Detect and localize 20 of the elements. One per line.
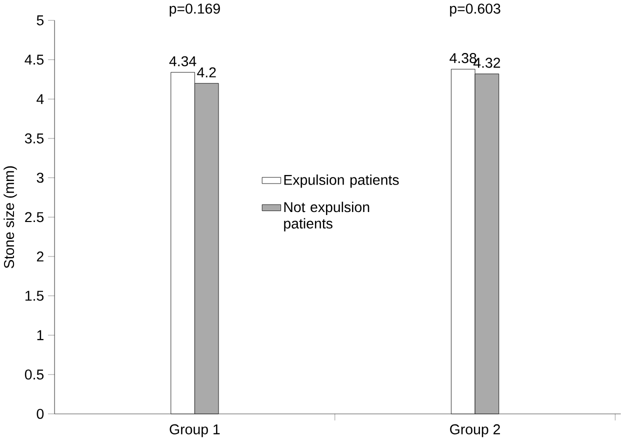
y-tick-label: 3.5 — [24, 133, 44, 144]
y-tick-label: 1.5 — [25, 290, 44, 301]
y-axis-title: Stone size (mm) — [4, 166, 17, 268]
text: p=0.603 — [450, 4, 500, 17]
legend-label: Expulsion patients — [284, 174, 399, 188]
y-tick-label: 5 — [36, 16, 44, 26]
y-tick-label: 4 — [36, 94, 44, 104]
x-tick-label: Group 2 — [450, 424, 500, 438]
y-tick-label: 1 — [37, 330, 44, 340]
y-tick-label: 0 — [36, 408, 44, 419]
x-tick-label: Group 1 — [170, 424, 220, 438]
y-tick-label: 4.5 — [24, 54, 44, 65]
data-label: 4.2 — [197, 67, 216, 78]
data-label: 4.34 — [169, 56, 196, 66]
y-tick-label: 0.5 — [24, 370, 44, 380]
y-tick-label: 2 — [36, 252, 44, 262]
y-tick-label: 3 — [36, 172, 44, 183]
legend-label: Not expulsion patients — [284, 202, 370, 232]
text: p=0.169 — [170, 4, 220, 17]
y-tick-label: 2.5 — [25, 212, 44, 222]
